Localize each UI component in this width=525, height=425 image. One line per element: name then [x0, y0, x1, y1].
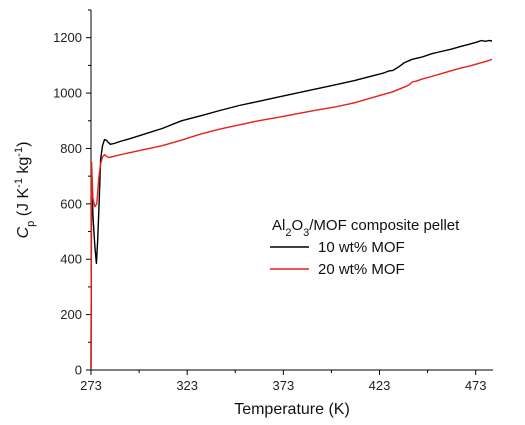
- x-tick-label: 473: [465, 378, 487, 393]
- text-part: -1: [13, 178, 25, 188]
- y-tick-label: 0: [75, 363, 82, 378]
- legend-label-2: 20 wt% MOF: [318, 261, 405, 278]
- text-part: 2: [285, 227, 291, 239]
- plot-area: 273 323 373 423 473 0 200 400 600 800 1000 1200: [53, 9, 493, 393]
- series-line-2: [90, 58, 493, 369]
- series-line-1: [90, 39, 493, 369]
- text-part: (J K: [15, 188, 32, 221]
- text-part: C: [15, 226, 32, 238]
- text-part: -1: [13, 147, 25, 157]
- text-part: Al: [272, 217, 285, 234]
- y-ticks: 0 200 400 600 800 1000 1200: [53, 9, 91, 378]
- y-axis-title: Cp (J K-1 kg-1): [13, 142, 37, 239]
- y-tick-label: 400: [60, 252, 82, 267]
- y-tick-label: 200: [60, 307, 82, 322]
- legend: Al2O3/MOF composite pellet 10 wt% MOF 20 …: [270, 217, 460, 278]
- y-tick-label: 600: [60, 196, 82, 211]
- text-part: O: [291, 217, 303, 234]
- x-tick-label: 373: [272, 378, 294, 393]
- legend-label-1: 10 wt% MOF: [318, 239, 405, 256]
- y-tick-label: 1000: [53, 86, 82, 101]
- x-tick-label: 323: [176, 378, 198, 393]
- y-tick-label: 1200: [53, 30, 82, 45]
- legend-title: Al2O3/MOF composite pellet: [272, 217, 460, 239]
- x-tick-label: 273: [80, 378, 102, 393]
- text-part: ): [15, 142, 32, 147]
- x-tick-label: 423: [369, 378, 391, 393]
- y-tick-label: 800: [60, 141, 82, 156]
- text-part: 3: [303, 227, 309, 239]
- text-part: p: [25, 221, 37, 227]
- text-part: kg: [15, 157, 32, 178]
- x-axis-title: Temperature (K): [234, 401, 350, 418]
- text-part: /MOF composite pellet: [309, 217, 460, 234]
- series-lines: [90, 39, 493, 369]
- x-ticks: 273 323 373 423 473: [80, 370, 487, 393]
- legend-items: 10 wt% MOF 20 wt% MOF: [270, 239, 405, 278]
